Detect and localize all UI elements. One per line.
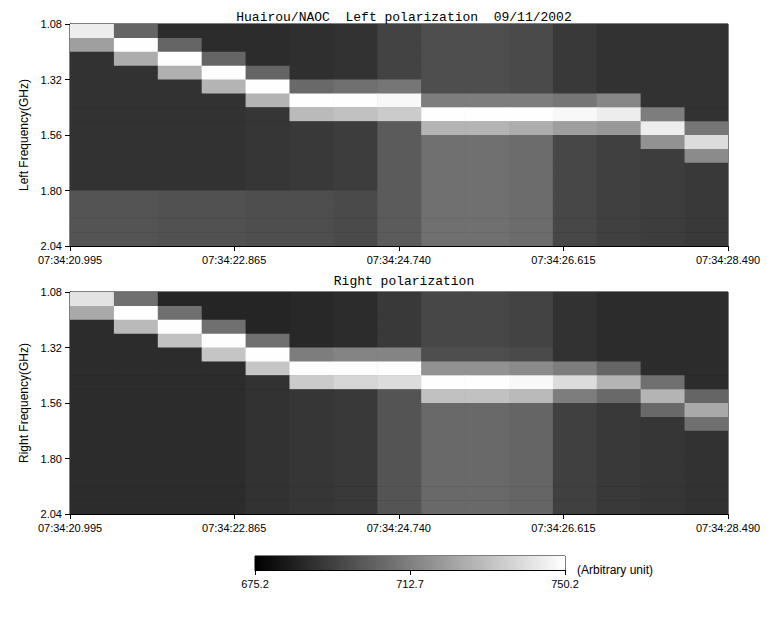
svg-text:07:34:26.615: 07:34:26.615 [531,254,595,266]
svg-text:Right Frequency(GHz): Right Frequency(GHz) [17,343,31,463]
svg-text:1.08: 1.08 [41,286,62,298]
svg-text:712.7: 712.7 [396,578,424,590]
svg-text:1.56: 1.56 [41,397,62,409]
svg-text:1.56: 1.56 [41,129,62,141]
svg-text:07:34:20.995: 07:34:20.995 [38,522,102,534]
svg-text:2.04: 2.04 [41,240,62,252]
svg-text:1.32: 1.32 [41,74,62,86]
svg-text:07:34:26.615: 07:34:26.615 [531,522,595,534]
svg-text:07:34:28.490: 07:34:28.490 [696,522,760,534]
svg-text:07:34:24.740: 07:34:24.740 [367,254,431,266]
svg-text:1.80: 1.80 [41,453,62,465]
svg-text:07:34:22.865: 07:34:22.865 [202,254,266,266]
svg-text:07:34:20.995: 07:34:20.995 [38,254,102,266]
svg-text:750.2: 750.2 [551,578,579,590]
svg-text:1.80: 1.80 [41,185,62,197]
svg-text:675.2: 675.2 [241,578,269,590]
svg-text:Left Frequency(GHz): Left Frequency(GHz) [17,79,31,191]
svg-text:07:34:22.865: 07:34:22.865 [202,522,266,534]
svg-text:2.04: 2.04 [41,508,62,520]
svg-text:(Arbitrary unit): (Arbitrary unit) [577,563,653,577]
svg-text:1.08: 1.08 [41,18,62,30]
svg-text:Huairou/NAOC Left polarizatio: Huairou/NAOC Left polarization 09/11/200… [236,10,571,25]
svg-text:Right polarization: Right polarization [334,274,474,289]
svg-text:1.32: 1.32 [41,342,62,354]
svg-text:07:34:28.490: 07:34:28.490 [696,254,760,266]
svg-text:07:34:24.740: 07:34:24.740 [367,522,431,534]
